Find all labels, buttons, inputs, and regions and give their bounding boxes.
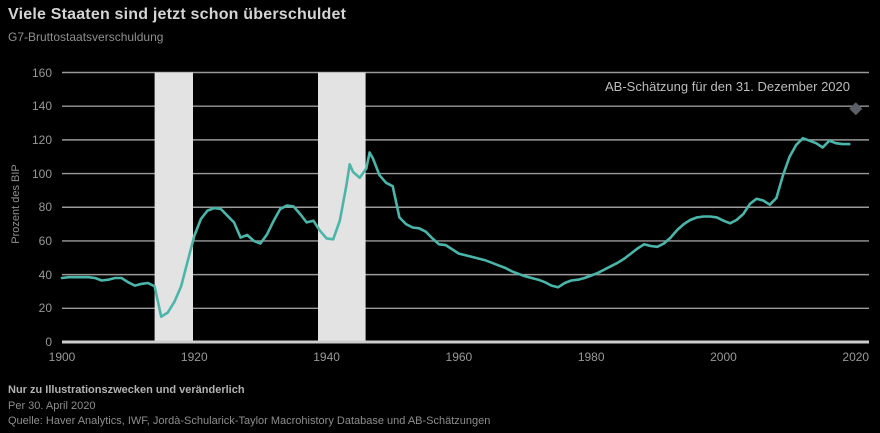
y-tick-label: 140 — [31, 99, 52, 114]
estimate-annotation: AB-Schätzung für den 31. Dezember 2020 — [605, 79, 850, 94]
y-tick-label: 0 — [45, 335, 52, 349]
y-tick-label: 120 — [31, 132, 52, 147]
x-tick-label: 1900 — [48, 350, 76, 364]
y-tick-label: 40 — [38, 267, 52, 282]
y-tick-label: 20 — [38, 301, 52, 316]
x-tick-label: 1960 — [445, 350, 473, 364]
y-tick-label: 160 — [31, 65, 52, 80]
x-tick-label: 1980 — [577, 350, 605, 364]
x-tick-label: 2020 — [842, 350, 870, 364]
chart-footer: Nur zu Illustrationszwecken und veränder… — [8, 383, 490, 430]
chart-title: Viele Staaten sind jetzt schon überschul… — [8, 6, 347, 23]
war-band — [154, 72, 193, 342]
y-tick-label: 60 — [38, 233, 52, 248]
y-tick-label: 80 — [38, 200, 52, 215]
debt-line — [60, 136, 851, 319]
as-of-date: Per 30. April 2020 — [8, 399, 96, 412]
x-tick-label: 1940 — [313, 350, 340, 364]
chart-subtitle: G7-Bruttostaatsverschuldung — [8, 30, 164, 44]
y-axis-title: Prozent des BIP — [10, 164, 22, 244]
source-text: Quelle: Haver Analytics, IWF, Jordà-Schu… — [8, 415, 491, 427]
x-tick-label: 2000 — [710, 350, 737, 364]
estimate-diamond-marker — [849, 102, 863, 116]
disclaimer-text: Nur zu Illustrationszwecken und veränder… — [8, 384, 245, 396]
y-tick-label: 100 — [31, 166, 52, 181]
x-tick-label: 1920 — [180, 350, 208, 364]
